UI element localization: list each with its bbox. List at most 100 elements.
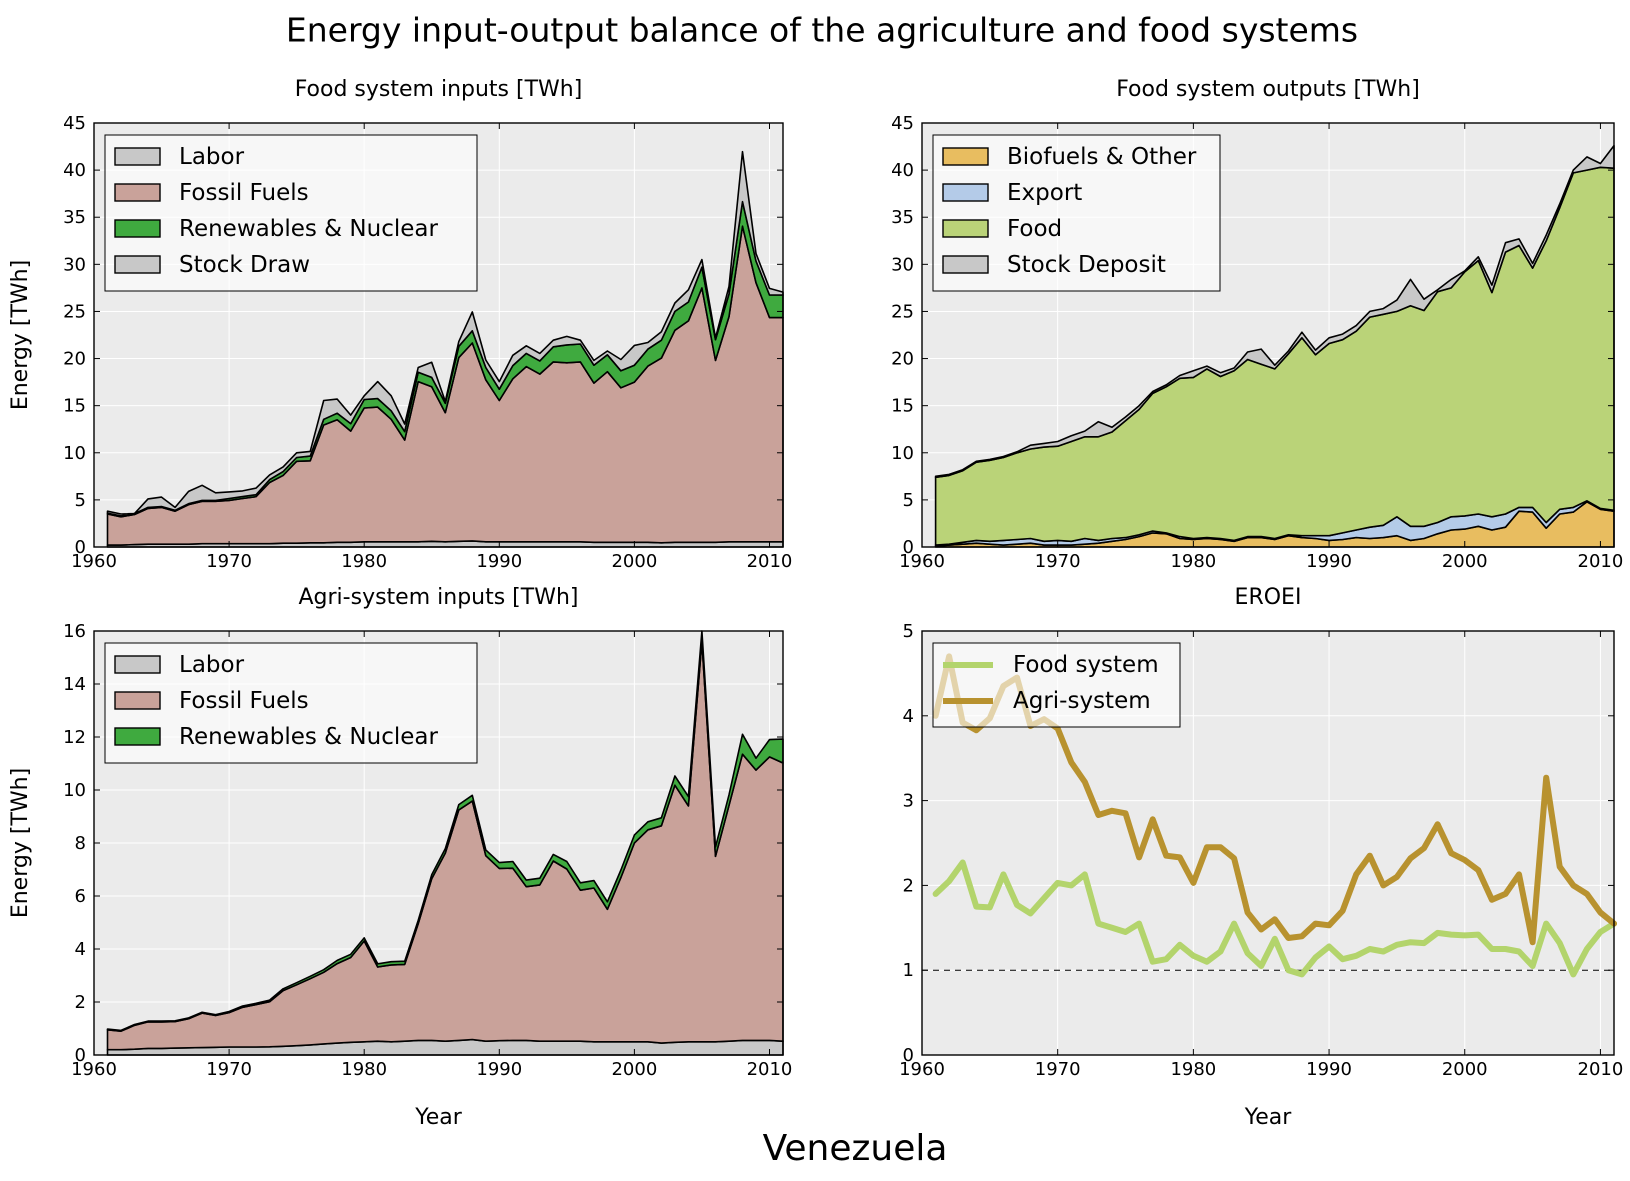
y-tick-label: 0 [903, 537, 914, 558]
y-tick-label: 1 [903, 960, 914, 981]
y-tick-label: 14 [63, 674, 86, 695]
axes-frame [921, 122, 1615, 548]
legend-label: Agri-system [1013, 688, 1151, 714]
panel-title: EROEI [1235, 585, 1302, 610]
ticks: 1960 1970 1980 1990 2000 2010 0 2 4 6 8 10 12 14 16 [63, 621, 792, 1080]
legend-label: Fossil Fuels [179, 688, 309, 714]
x-tick-label: 2010 [747, 551, 793, 572]
x-tick-label: 1960 [899, 1059, 945, 1080]
y-tick-label: 25 [891, 301, 914, 322]
legend-swatch [942, 219, 989, 238]
country-label: Venezuela [763, 1128, 948, 1169]
y-tick-label: 10 [63, 780, 86, 801]
legend-swatch [114, 255, 161, 274]
y-tick-label: 0 [75, 537, 86, 558]
y-tick-label: 2 [75, 992, 86, 1013]
legend-label: Fossil Fuels [179, 180, 309, 206]
y-tick-label: 30 [891, 254, 914, 275]
legend-box [104, 134, 478, 292]
legend-swatch [114, 147, 161, 166]
legend-label: Labor [179, 144, 245, 170]
legend-label: Export [1007, 180, 1082, 206]
y-tick-label: 2 [903, 875, 914, 896]
y-tick-label: 15 [63, 396, 86, 417]
legend-swatch [942, 183, 989, 202]
legend-label: Renewables & Nuclear [179, 216, 438, 242]
ticks: 1960 1970 1980 1990 2000 2010 0 5 10 15 20 25 30 35 40… [891, 113, 1623, 572]
x-tick-label: 1990 [1306, 1059, 1352, 1080]
y-tick-label: 5 [903, 490, 914, 511]
panel-food_outputs: 1960 1970 1980 1990 2000 2010 0 5 10 15 20 25 30 35 40… [891, 77, 1623, 572]
legend: Food system Agri-system [932, 642, 1181, 728]
y-tick-label: 20 [891, 349, 914, 370]
y-tick-label: 0 [75, 1045, 86, 1066]
legend-label: Labor [179, 652, 245, 678]
x-tick-label: 1960 [71, 551, 117, 572]
y-tick-label: 16 [63, 621, 86, 642]
legend-label: Food [1007, 216, 1062, 242]
axes-frame [921, 630, 1615, 1056]
legend-swatch [114, 691, 161, 710]
x-tick-label: 2000 [1442, 1059, 1488, 1080]
x-tick-label: 1970 [1035, 1059, 1081, 1080]
y-tick-label: 30 [63, 254, 86, 275]
x-tick-label: 2010 [1578, 551, 1624, 572]
x-tick-label: 1960 [899, 551, 945, 572]
x-tick-label: 1970 [1035, 551, 1081, 572]
x-tick-label: 2010 [1578, 1059, 1624, 1080]
legend-label: Food system [1013, 652, 1159, 678]
y-tick-label: 4 [75, 939, 86, 960]
panel-title: Food system outputs [TWh] [1116, 77, 1420, 102]
y-tick-label: 10 [63, 443, 86, 464]
ticks: 1960 1970 1980 1990 2000 2010 0 5 10 15 20 25 30 35 40… [63, 113, 792, 572]
legend: Biofuels & Other Export Food Stock Deposit [932, 134, 1221, 292]
y-tick-label: 45 [63, 113, 86, 134]
y-axis-label: Energy [TWh] [8, 768, 33, 918]
legend-box [932, 642, 1181, 728]
panel-title: Food system inputs [TWh] [295, 77, 583, 102]
legend-swatch [114, 727, 161, 746]
panel-title: Agri-system inputs [TWh] [299, 585, 579, 610]
legend: Labor Fossil Fuels Renewables & Nuclear [104, 642, 478, 764]
panel-agri_inputs: 1960 1970 1980 1990 2000 2010 0 2 4 6 8 10 12 14 16 Agr… [8, 585, 792, 1130]
x-axis-label: Year [414, 1105, 463, 1130]
y-tick-label: 45 [891, 113, 914, 134]
y-tick-label: 5 [75, 490, 86, 511]
x-tick-label: 2000 [1442, 551, 1488, 572]
legend-box [104, 642, 478, 764]
panel-food_inputs: 1960 1970 1980 1990 2000 2010 0 5 10 15 20 25 30 35 40… [8, 77, 792, 572]
y-tick-label: 35 [891, 207, 914, 228]
axes-frame [93, 122, 784, 548]
legend-swatch [114, 183, 161, 202]
legend-label: Biofuels & Other [1007, 144, 1197, 170]
y-tick-label: 25 [63, 301, 86, 322]
x-tick-label: 2000 [611, 551, 657, 572]
y-axis-label: Energy [TWh] [8, 260, 33, 410]
x-tick-label: 1980 [341, 1059, 387, 1080]
x-tick-label: 1990 [476, 551, 522, 572]
y-tick-label: 15 [891, 396, 914, 417]
y-tick-label: 5 [903, 621, 914, 642]
y-tick-label: 3 [903, 791, 914, 812]
y-tick-label: 12 [63, 727, 86, 748]
legend-swatch [942, 147, 989, 166]
x-tick-label: 1980 [341, 551, 387, 572]
y-tick-label: 40 [63, 160, 86, 181]
x-tick-label: 2000 [611, 1059, 657, 1080]
y-tick-label: 10 [891, 443, 914, 464]
y-tick-label: 40 [891, 160, 914, 181]
x-tick-label: 1970 [206, 551, 252, 572]
y-tick-label: 0 [903, 1045, 914, 1066]
legend-swatch [942, 255, 989, 274]
legend-label: Renewables & Nuclear [179, 724, 438, 750]
panel-eroei: 1960 1970 1980 1990 2000 2010 0 1 2 3 4 5 EROEI Year F… [899, 585, 1623, 1130]
y-tick-label: 35 [63, 207, 86, 228]
y-tick-label: 4 [903, 706, 914, 727]
legend: Labor Fossil Fuels Renewables & Nuclear Sto… [104, 134, 478, 292]
x-tick-label: 1970 [206, 1059, 252, 1080]
x-tick-label: 1990 [476, 1059, 522, 1080]
legend-label: Stock Draw [179, 252, 310, 278]
y-tick-label: 20 [63, 349, 86, 370]
series-0-line [932, 859, 1617, 978]
